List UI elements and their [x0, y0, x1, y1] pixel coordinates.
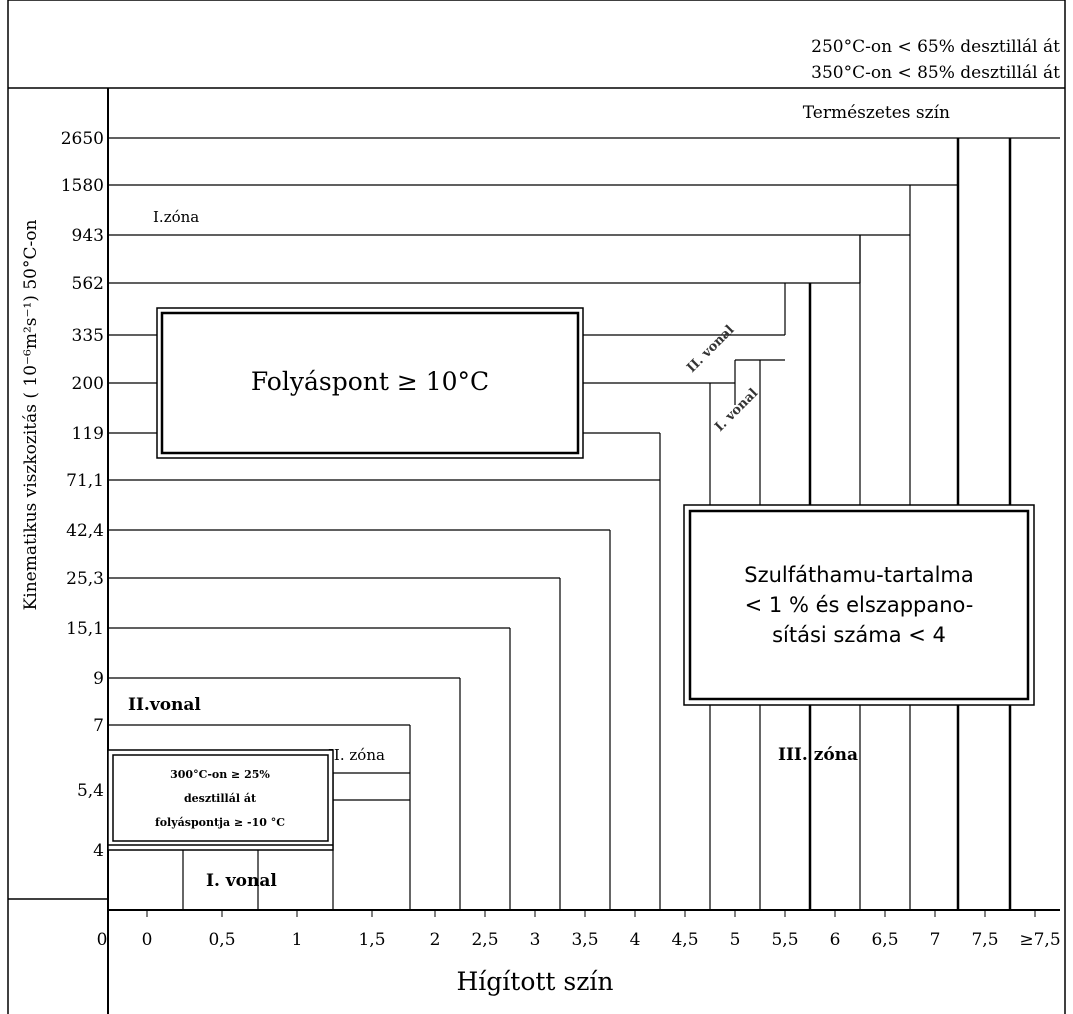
x-tick-label: ≥7,5: [1019, 930, 1060, 950]
y-tick-label: 4: [93, 841, 104, 861]
y-tick-label: 335: [72, 326, 104, 346]
label-line-2-left: II.vonal: [128, 695, 201, 715]
szulfat-line: sítási száma < 4: [772, 623, 946, 647]
x-tick-label: 3,5: [571, 930, 598, 950]
folyaspont-box: Folyáspont ≥ 10°C: [156, 307, 584, 459]
label-zone-2: II. zóna: [328, 746, 385, 764]
x-tick-label: 0: [142, 930, 153, 950]
label-line-1-rotated: I. vonal: [712, 386, 761, 435]
x-tick-label: 4: [630, 930, 641, 950]
header-line2: 350°C-on < 85% desztillál át: [811, 63, 1060, 83]
x-tick-label: 0: [97, 930, 108, 950]
x-tick-label: 4,5: [671, 930, 698, 950]
x-tick-label: 2: [430, 930, 441, 950]
szulfat-line: Szulfáthamu-tartalma: [744, 563, 974, 587]
frame: [7, 0, 1066, 1014]
x-tick-label: 7: [930, 930, 941, 950]
x-tick-label: 5,5: [771, 930, 798, 950]
x-tick-marks: [146, 910, 1036, 917]
folyaspont-text: Folyáspont ≥ 10°C: [251, 367, 489, 396]
x-tick-label: 6,5: [871, 930, 898, 950]
y-tick-labels: 2650 1580 943 562 335 200 119 71,1 42,4 …: [61, 129, 104, 861]
szulfat-line: < 1 % és elszappano-: [745, 593, 974, 617]
label-line-1-bottom: I. vonal: [206, 871, 277, 891]
label-zone-1: I.zóna: [153, 208, 199, 226]
small-distillation-box: 300°C-on ≥ 25% desztillál át folyáspontj…: [107, 749, 334, 851]
szulfat-box: Szulfáthamu-tartalma < 1 % és elszappano…: [683, 504, 1035, 706]
y-axis-title: Kinematikus viszkozitás ( 10⁻⁶m²s⁻¹) 50°…: [21, 220, 41, 611]
y-tick-label: 1580: [61, 176, 104, 196]
y-tick-label: 42,4: [66, 521, 104, 541]
axes: [107, 88, 1060, 1014]
y-tick-label: 15,1: [66, 619, 104, 639]
small-box-line: folyáspontja ≥ -10 °C: [155, 816, 285, 829]
y-tick-label: 9: [93, 669, 104, 689]
y-tick-label: 943: [72, 226, 104, 246]
x-tick-label: 6: [830, 930, 841, 950]
label-termeszetes-szin: Természetes szín: [803, 103, 950, 123]
x-tick-label: 0,5: [208, 930, 235, 950]
x-tick-label: 1,5: [358, 930, 385, 950]
label-zone-3: III. zóna: [778, 745, 858, 765]
y-tick-label: 25,3: [66, 569, 104, 589]
small-box-line: desztillál át: [184, 792, 257, 805]
x-tick-label: 2,5: [471, 930, 498, 950]
x-tick-label: 7,5: [971, 930, 998, 950]
label-line-2-rotated: II. vonal: [684, 323, 737, 376]
y-tick-label: 200: [72, 374, 104, 394]
x-tick-label: 3: [530, 930, 541, 950]
y-tick-label: 7: [93, 716, 104, 736]
header-line1: 250°C-on < 65% desztillál át: [811, 37, 1060, 57]
x-tick-label: 1: [292, 930, 303, 950]
x-tick-label: 5: [730, 930, 741, 950]
x-tick-labels: 0 0 0,5 1 1,5 2 2,5 3 3,5 4 4,5 5 5,5 6 …: [97, 930, 1061, 950]
y-tick-label: 2650: [61, 129, 104, 149]
y-tick-label: 562: [72, 274, 104, 294]
y-tick-label: 71,1: [66, 471, 104, 491]
x-axis-title: Hígított szín: [456, 967, 613, 996]
y-tick-label: 119: [72, 424, 104, 444]
small-box-line: 300°C-on ≥ 25%: [170, 768, 270, 781]
y-tick-label: 5,4: [77, 781, 104, 801]
